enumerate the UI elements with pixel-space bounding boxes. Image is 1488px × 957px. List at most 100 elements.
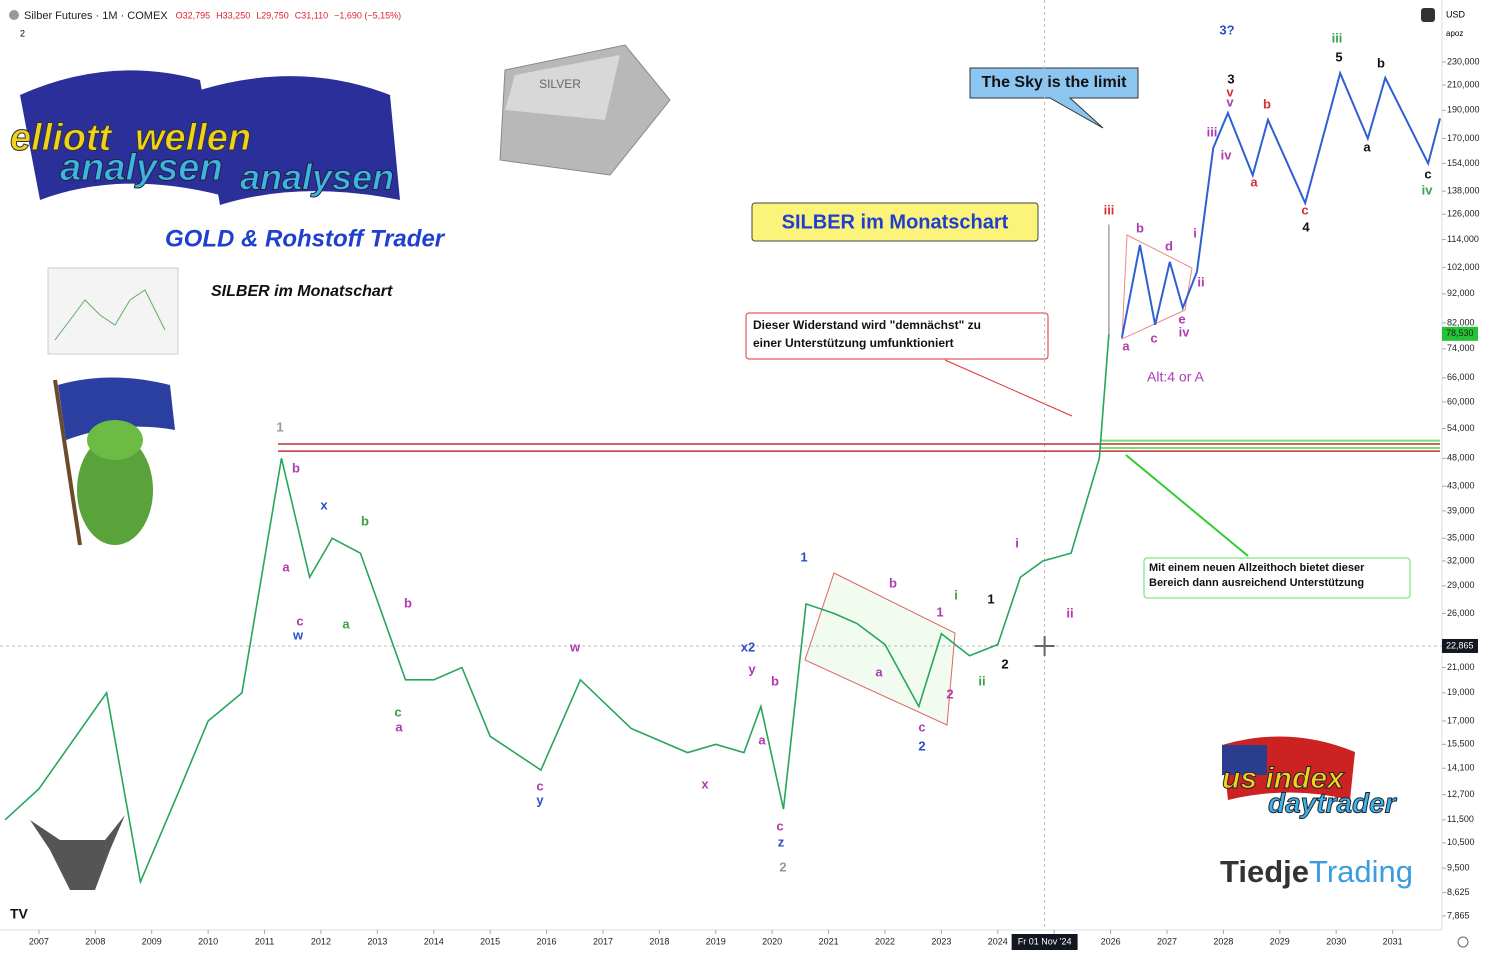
flag-pole [53, 379, 82, 546]
wave-label: a [1122, 338, 1130, 353]
wave-label: 5 [1335, 49, 1342, 64]
wave-label: v [1226, 94, 1234, 109]
x-tick-label: 2029 [1270, 936, 1290, 946]
wave-label: c [394, 704, 401, 719]
brand: TiedjeTrading [1220, 854, 1413, 889]
wave-label: iv [1221, 147, 1233, 162]
x-tick-label: 2022 [875, 936, 895, 946]
subtitle: SILBER im Monatschart [211, 283, 393, 300]
x-tick-label: 2017 [593, 936, 613, 946]
wave-label: 4 [1302, 219, 1310, 234]
y-tick-label: 35,000 [1447, 533, 1475, 543]
crosshair-x-label: Fr 01 Nov '24 [1018, 936, 1072, 946]
y-tick-label: 11,500 [1447, 814, 1474, 824]
wave-label: 1 [800, 549, 807, 564]
wave-label: b [1263, 96, 1271, 111]
x-tick-label: 2030 [1326, 936, 1346, 946]
wave-label: d [1165, 238, 1173, 253]
wave-label: iii [1332, 30, 1343, 45]
header-item: −1,690 (−5,15%) [334, 10, 401, 20]
note-text: Mit einem neuen Allzeithoch bietet diese… [1149, 562, 1365, 574]
y-tick-label: 54,000 [1447, 423, 1475, 433]
x-tick-label: 2014 [424, 936, 444, 946]
toolbar-button[interactable] [1421, 8, 1435, 22]
wave-label: c [776, 818, 783, 833]
crosshair-cursor [1034, 635, 1055, 656]
y-tick-label: 170,000 [1447, 133, 1480, 143]
y-tick-label: 39,000 [1447, 505, 1475, 515]
wave-label: ii [1066, 605, 1073, 620]
wave-label: c [296, 613, 303, 628]
wave-label: b [889, 575, 897, 590]
channel [804, 572, 956, 726]
triangle [1121, 234, 1193, 340]
wave-label: b [361, 513, 369, 528]
wave-label: x [701, 776, 709, 791]
x-tick-label: 2008 [85, 936, 105, 946]
y-tick-label: 92,000 [1447, 288, 1475, 298]
wave-label: a [282, 559, 290, 574]
thumbnail [47, 267, 179, 355]
wave-label: 1 [276, 419, 283, 434]
wave-label: i [954, 587, 958, 602]
wave-label: 2 [1001, 656, 1008, 671]
mascot-head [87, 420, 143, 460]
wave-label: a [1250, 174, 1258, 189]
wave-label: c [1301, 202, 1308, 217]
wave-label: a [758, 732, 766, 747]
wave-label: b [771, 673, 779, 688]
crosshair-y-label: 22,865 [1446, 640, 1474, 650]
boxed-title-box [751, 202, 1039, 242]
logo-text: analysen [60, 147, 223, 189]
wave-label: c [1150, 330, 1157, 345]
y-tick-label: 138,000 [1447, 186, 1480, 196]
y-tick-label: 8,625 [1447, 887, 1470, 897]
wave-label: y [536, 792, 544, 807]
boxed-title: SILBER im Monatschart [782, 211, 1009, 233]
price-line [4, 333, 1110, 885]
mascot [77, 435, 153, 545]
wave-label: b [292, 460, 300, 475]
wave-label: i [1015, 535, 1019, 550]
wave-label: a [875, 664, 883, 679]
logo-text: daytrader [1268, 787, 1398, 818]
x-tick-label: 2019 [706, 936, 726, 946]
y-tick-label: 21,000 [1447, 662, 1475, 672]
wave-label: ii [978, 673, 985, 688]
wave-label: 1 [987, 591, 994, 606]
header-item: Silber Futures · 1M · COMEX [24, 10, 168, 22]
y-tick-label: 154,000 [1447, 158, 1480, 168]
y-tick-label: 12,700 [1447, 789, 1475, 799]
wave-label: c [1424, 166, 1431, 181]
y-tick-label: 17,000 [1447, 715, 1475, 725]
x-tick-label: 2031 [1383, 936, 1403, 946]
y-tick-label: 102,000 [1447, 262, 1480, 272]
currency[interactable]: USD [1446, 9, 1466, 19]
wave-label: 3? [1219, 22, 1234, 37]
wave-label: a [395, 719, 403, 734]
callout-box [969, 67, 1139, 129]
wave-label: b [404, 595, 412, 610]
settings-icon[interactable] [1457, 936, 1469, 948]
mascot-flag [58, 377, 175, 440]
note-pointer [944, 359, 1073, 417]
wave-label: c [918, 719, 925, 734]
wave-label: iv [1422, 182, 1434, 197]
silver-bar-top [505, 55, 620, 120]
logo-text: us index [1222, 762, 1345, 795]
title: GOLD & Rohstoff Trader [165, 225, 446, 252]
wave-label: w [569, 639, 581, 654]
wave-label: w [292, 627, 304, 642]
wave-label: x2 [741, 639, 755, 654]
flag-logo [20, 70, 220, 200]
header-item: H33,250 [216, 10, 250, 20]
y-tick-label: 26,000 [1447, 608, 1475, 618]
symbol-icon[interactable] [9, 10, 19, 20]
crosshair-x-badge [1011, 934, 1078, 950]
note-text: Bereich dann ausreichend Unterstützung [1149, 577, 1364, 589]
wave-label: a [1363, 139, 1371, 154]
last-price-label: 78,530 [1446, 328, 1474, 338]
wave-label: a [342, 616, 350, 631]
wave-label: x [320, 497, 328, 512]
wave-label: z [778, 834, 785, 849]
